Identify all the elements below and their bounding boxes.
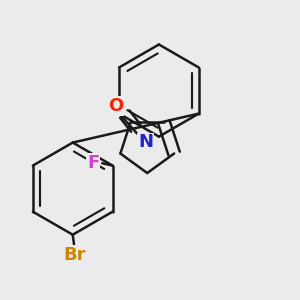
Text: O: O [108,98,124,116]
Text: N: N [138,134,153,152]
Text: F: F [87,154,99,172]
Text: Br: Br [63,246,86,264]
